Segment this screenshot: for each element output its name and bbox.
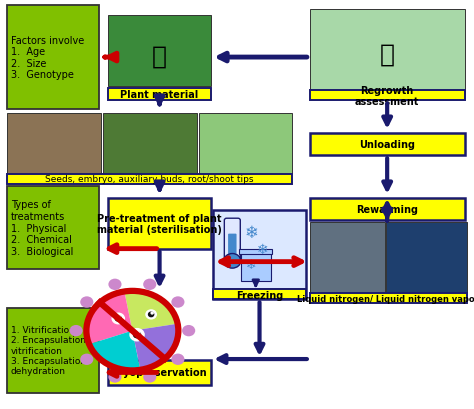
Circle shape <box>118 316 121 318</box>
Circle shape <box>137 332 140 334</box>
Circle shape <box>224 254 241 268</box>
Circle shape <box>70 325 82 337</box>
Text: ❄: ❄ <box>244 224 258 242</box>
Circle shape <box>80 354 93 365</box>
Circle shape <box>143 279 156 290</box>
Bar <box>213 211 307 300</box>
Text: ❄: ❄ <box>257 242 269 256</box>
Text: Plant material: Plant material <box>120 90 199 100</box>
Wedge shape <box>124 291 178 331</box>
Circle shape <box>143 371 156 383</box>
Circle shape <box>80 297 93 308</box>
Text: Seeds, embryo, auxiliary buds, root/shoot tips: Seeds, embryo, auxiliary buds, root/shoo… <box>46 175 254 184</box>
Circle shape <box>171 297 184 308</box>
Circle shape <box>134 332 141 338</box>
Bar <box>108 198 211 249</box>
Bar <box>310 294 467 304</box>
Circle shape <box>182 325 195 337</box>
Bar <box>310 91 465 101</box>
Text: Freezing: Freezing <box>236 290 283 300</box>
Bar <box>310 198 465 221</box>
Bar <box>310 134 465 156</box>
Text: Unloading: Unloading <box>359 140 415 150</box>
Bar <box>7 6 99 109</box>
Bar <box>310 10 465 95</box>
Bar <box>386 223 467 298</box>
Circle shape <box>115 316 121 321</box>
Bar <box>108 360 211 385</box>
Bar <box>7 113 101 174</box>
Wedge shape <box>89 331 140 371</box>
Bar <box>7 186 99 269</box>
Circle shape <box>148 312 154 317</box>
Circle shape <box>146 310 156 319</box>
Text: 🌿: 🌿 <box>380 43 395 67</box>
Bar <box>213 290 307 300</box>
Text: Liquid nitrogen/ Liquid nitrogen vapor: Liquid nitrogen/ Liquid nitrogen vapor <box>297 294 474 303</box>
Circle shape <box>151 312 153 314</box>
Bar <box>108 88 211 101</box>
Circle shape <box>171 354 184 365</box>
Circle shape <box>109 371 121 383</box>
Circle shape <box>112 313 124 324</box>
Circle shape <box>130 329 144 341</box>
Text: ❄: ❄ <box>246 259 256 272</box>
Bar <box>199 113 292 174</box>
Bar <box>7 308 99 393</box>
Text: Factors involve
1.  Age
2.  Size
3.  Genotype: Factors involve 1. Age 2. Size 3. Genoty… <box>11 36 84 80</box>
Bar <box>241 253 271 281</box>
Wedge shape <box>86 292 132 344</box>
FancyBboxPatch shape <box>224 219 240 263</box>
Text: Types of
treatments
1.  Physical
2.  Chemical
3.  Biological: Types of treatments 1. Physical 2. Chemi… <box>11 200 73 256</box>
Circle shape <box>109 279 121 290</box>
Bar <box>103 113 197 174</box>
Text: Cryopreservation: Cryopreservation <box>112 368 208 378</box>
Bar <box>7 174 292 184</box>
Text: Pre-treatment of plant
material (sterilisation): Pre-treatment of plant material (sterili… <box>97 213 222 235</box>
FancyBboxPatch shape <box>228 234 237 260</box>
Bar <box>310 223 385 298</box>
Bar <box>108 16 211 87</box>
Text: Regrowth
assessment: Regrowth assessment <box>355 85 419 107</box>
Text: 1. Vitrification
2. Encapsulation
vitrification
3. Encapsulation
dehydration: 1. Vitrification 2. Encapsulation vitrif… <box>11 325 86 375</box>
Text: Rewarming: Rewarming <box>356 205 418 215</box>
Text: 🌱: 🌱 <box>152 45 167 69</box>
Wedge shape <box>132 324 178 370</box>
Bar <box>239 249 272 254</box>
